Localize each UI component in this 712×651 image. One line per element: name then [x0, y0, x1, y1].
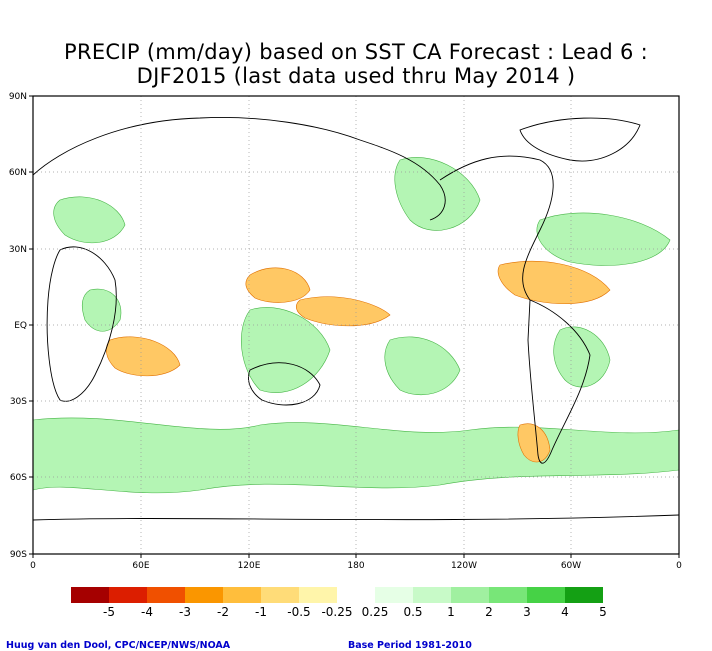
north-pacific-region [394, 157, 481, 231]
central-pacific-dry-region [296, 296, 391, 327]
color-bar-label: -1 [255, 605, 267, 619]
africa-coastline [46, 246, 117, 402]
color-bar-label: -4 [141, 605, 153, 619]
map-title-line2: DJF2015 (last data used thru May 2014 ) [136, 64, 576, 88]
lat-label: 60S [10, 473, 27, 483]
west-pacific-dry-region [245, 267, 311, 303]
south-atlantic-dry-region [517, 423, 551, 463]
credit-text: Huug van den Dool, CPC/NCEP/NWS/NOAA [6, 640, 231, 651]
antarctica-coastline [33, 514, 679, 521]
north-america-coastline [439, 155, 554, 301]
coastlines [33, 117, 679, 521]
lon-label: 0 [30, 561, 36, 571]
color-bar-labels: -5 -4 -3 -2 -1 -0.5 -0.25 0.25 0.5 1 2 3… [103, 605, 607, 619]
color-bar [71, 587, 603, 603]
graticule [33, 96, 679, 554]
latitude-labels: 90N 60N 30N EQ 30S 60S 90S [9, 92, 27, 560]
north-atlantic-region [536, 212, 671, 266]
lat-label: 30N [9, 245, 27, 255]
color-bar-label: 4 [561, 605, 569, 619]
precip-anomaly-shading [33, 157, 679, 494]
eurasia-region [53, 196, 126, 244]
lon-label: 0 [676, 561, 682, 571]
lat-label: 60N [9, 168, 27, 178]
color-swatch [261, 587, 299, 603]
color-bar-label: 2 [485, 605, 493, 619]
color-bar-label: 1 [447, 605, 455, 619]
southern-ocean-band [33, 417, 679, 494]
color-swatch [451, 587, 489, 603]
color-bar-label: 3 [523, 605, 531, 619]
south-pacific-region [384, 336, 461, 396]
color-bar-label: -3 [179, 605, 191, 619]
africa-region [81, 288, 122, 332]
color-swatch [565, 587, 603, 603]
base-period-text: Base Period 1981-2010 [348, 640, 472, 651]
color-swatch [337, 587, 375, 603]
lat-label: 90N [9, 92, 27, 102]
lat-label: EQ [14, 321, 27, 331]
color-bar-label: -0.25 [321, 605, 352, 619]
color-bar-label: -0.5 [287, 605, 310, 619]
longitude-labels: 0 60E 120E 180 120W 60W 0 [30, 561, 682, 571]
color-swatch [223, 587, 261, 603]
eurasia-coastline [33, 117, 446, 221]
lon-label: 120W [451, 561, 477, 571]
color-swatch [413, 587, 451, 603]
color-bar-label: 0.5 [403, 605, 422, 619]
color-swatch [527, 587, 565, 603]
lat-label: 30S [10, 397, 27, 407]
lon-label: 60W [561, 561, 581, 571]
lat-label: 90S [10, 550, 27, 560]
greenland-coastline [519, 117, 641, 162]
color-swatch [375, 587, 413, 603]
color-bar-label: -2 [217, 605, 229, 619]
color-swatch [185, 587, 223, 603]
map-title-line1: PRECIP (mm/day) based on SST CA Forecast… [64, 40, 648, 64]
lon-label: 120E [238, 561, 261, 571]
color-swatch [71, 587, 109, 603]
positive-anomaly-regions [33, 157, 679, 494]
color-bar-label: 5 [599, 605, 607, 619]
indian-ocean-dry-region [106, 336, 181, 377]
color-swatch [147, 587, 185, 603]
australia-coastline [248, 362, 321, 406]
south-america-region [553, 326, 611, 388]
color-swatch [489, 587, 527, 603]
color-bar-label: -5 [103, 605, 115, 619]
lon-label: 60E [132, 561, 149, 571]
axis-ticks [29, 95, 680, 558]
color-bar-label: 0.25 [362, 605, 389, 619]
color-swatch [299, 587, 337, 603]
color-swatch [109, 587, 147, 603]
lon-label: 180 [347, 561, 364, 571]
south-america-coastline [527, 299, 591, 464]
